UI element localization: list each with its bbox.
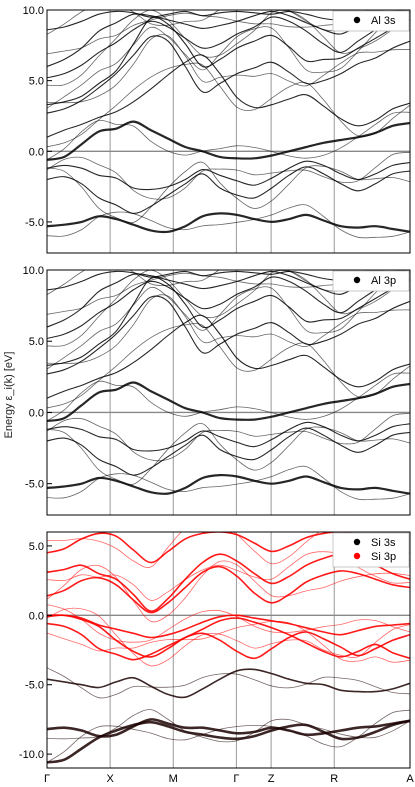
y-axis-label: Energy ε_i(k) [eV]	[3, 352, 15, 439]
band-line	[47, 709, 410, 763]
band-line	[47, 560, 410, 623]
band-line	[47, 10, 410, 87]
band-line	[47, 465, 410, 501]
band-line	[47, 204, 410, 239]
band-line	[47, 614, 410, 639]
kpoint-label: Z	[268, 773, 275, 785]
y-tick-label: -5.0	[25, 479, 44, 491]
panel-frame	[46, 531, 411, 769]
bands	[47, 10, 410, 239]
band-line	[47, 35, 410, 114]
band-line	[47, 617, 410, 661]
band-line	[47, 473, 410, 495]
panel-frame	[46, 269, 411, 516]
y-tick-label: 10.0	[23, 265, 44, 277]
y-tick-label: 0.0	[29, 407, 44, 419]
kpoint-label: Γ	[233, 773, 239, 785]
kpoint-label: A	[406, 773, 414, 785]
band-line	[47, 668, 410, 699]
band-line	[47, 10, 407, 109]
band-line	[47, 151, 410, 200]
legend-label: Si 3p	[371, 551, 396, 563]
band-line	[47, 323, 410, 409]
band-line	[47, 719, 410, 764]
band-line	[47, 54, 410, 138]
band-line	[47, 314, 410, 399]
band-line	[47, 16, 410, 106]
legend: Al 3s	[332, 10, 410, 32]
band-line	[47, 372, 410, 422]
band-line	[47, 111, 410, 161]
band-line	[47, 421, 410, 452]
kpoint-label: Γ	[44, 773, 50, 785]
legend-box	[332, 270, 410, 292]
bands	[47, 270, 410, 501]
legend-box	[332, 532, 410, 568]
y-tick-label: -5.0	[25, 217, 44, 229]
legend-marker	[353, 276, 361, 284]
band-line	[47, 276, 410, 366]
band-line	[47, 718, 410, 738]
y-tick-label: 5.0	[29, 336, 44, 348]
kpoint-label: M	[169, 773, 178, 785]
y-tick-label: -5.0	[25, 680, 44, 692]
legend-label: Al 3p	[371, 275, 396, 287]
panel-al-3p: 10.0 5.0 0.0 -5.0 Al 3p	[23, 265, 411, 516]
legend-box	[332, 10, 410, 32]
band-line	[47, 120, 410, 161]
band-line	[47, 532, 410, 568]
band-line	[47, 212, 410, 234]
kpoint-label: R	[330, 773, 338, 785]
y-tick-label: 5.0	[29, 541, 44, 553]
band-line	[47, 160, 410, 191]
band-line	[47, 295, 410, 375]
y-tick-label: 0.0	[29, 146, 44, 158]
y-tick-label: 5.0	[29, 76, 44, 88]
legend-marker	[353, 16, 361, 24]
legend: Si 3s Si 3p	[332, 532, 410, 568]
band-line	[47, 166, 410, 214]
band-line	[47, 607, 410, 667]
band-line	[47, 34, 410, 104]
y-tick-label: -10.0	[19, 749, 44, 761]
panel-si-3s-3p: 5.0 0.0 -5.0 -10.0 Si 3s Si 3p	[19, 531, 411, 769]
band-line	[47, 667, 410, 699]
y-tick-label: 0.0	[29, 610, 44, 622]
panel-frame	[46, 9, 411, 254]
band-line	[47, 161, 410, 224]
legend-label: Al 3s	[371, 15, 396, 27]
y-tick-label: 10.0	[23, 5, 44, 17]
band-line	[47, 413, 410, 462]
legend: Al 3p	[332, 270, 410, 292]
bands	[47, 532, 410, 764]
band-line	[47, 565, 410, 614]
kpoint-label: X	[106, 773, 114, 785]
band-line	[47, 381, 410, 423]
band-line	[47, 620, 410, 663]
band-line	[47, 422, 410, 485]
band-line	[47, 270, 406, 370]
band-line	[47, 294, 410, 364]
legend-marker	[353, 552, 361, 560]
band-line	[47, 62, 410, 148]
band-line	[47, 709, 410, 743]
band-line	[47, 604, 410, 643]
legend-label: Si 3s	[371, 537, 396, 549]
legend-marker	[353, 538, 361, 546]
panel-al-3s: 10.0 5.0 0.0 -5.0 Al 3s	[23, 5, 411, 254]
band-line	[47, 270, 410, 347]
band-line	[47, 614, 410, 660]
band-line	[47, 427, 410, 476]
